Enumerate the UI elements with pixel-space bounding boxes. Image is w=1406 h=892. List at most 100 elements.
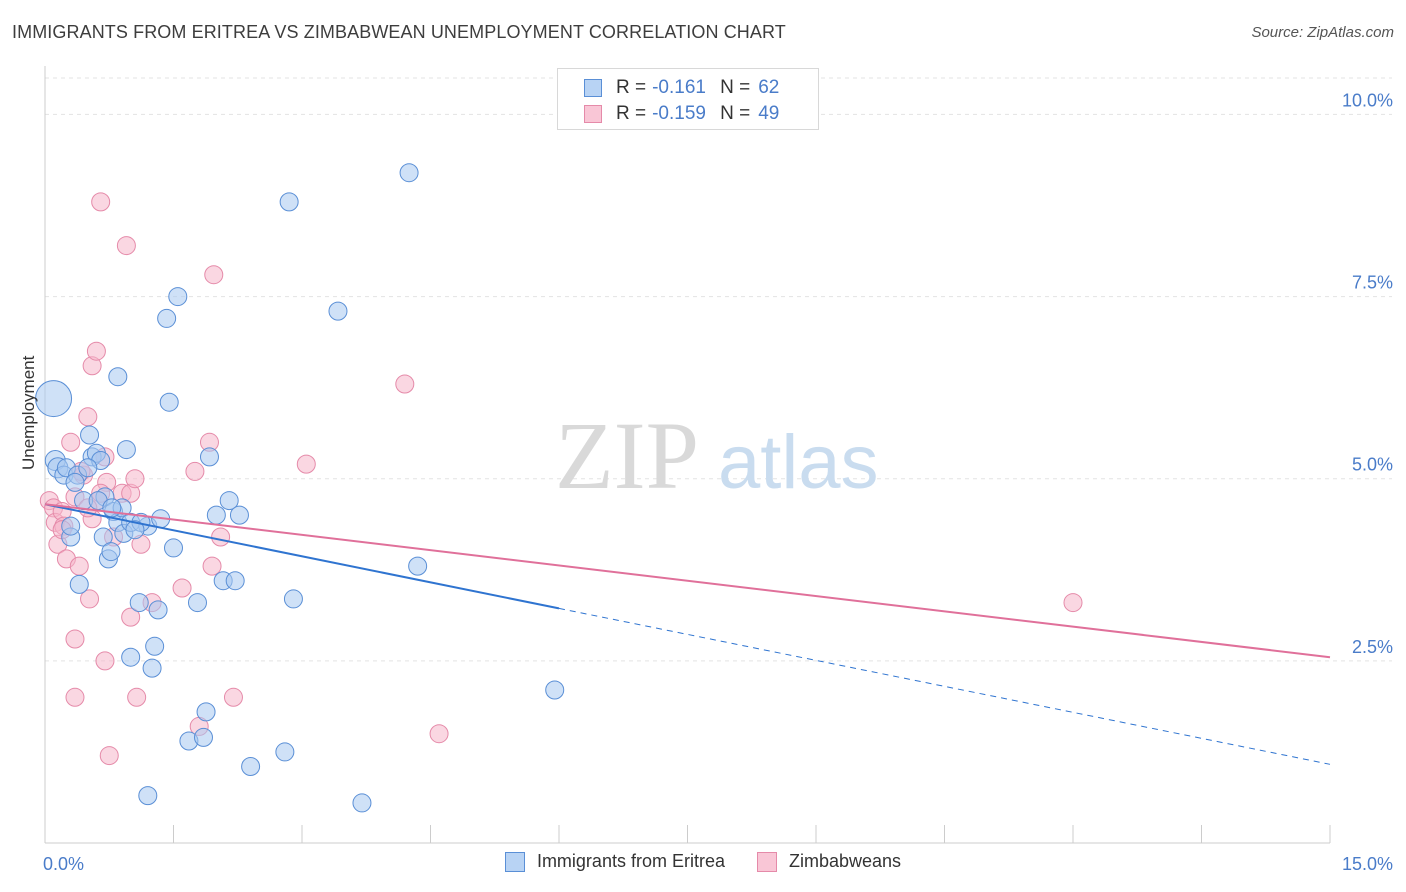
watermark-atlas: atlas — [718, 420, 879, 505]
legend-n-label: N = — [720, 77, 751, 98]
data-point-zimbabweans — [80, 589, 100, 609]
data-point-eritrea — [275, 742, 295, 762]
data-point-zimbabweans — [95, 651, 115, 671]
data-point-eritrea — [187, 593, 207, 613]
data-point-zimbabweans — [78, 407, 98, 427]
data-point-eritrea — [196, 702, 216, 722]
data-point-zimbabweans — [86, 341, 106, 361]
grid-lines — [45, 77, 1392, 662]
data-point-zimbabweans — [223, 687, 243, 707]
x-tick-label: 0.0% — [43, 854, 84, 874]
data-point-eritrea — [545, 680, 565, 700]
data-point-eritrea — [145, 636, 165, 656]
data-point-eritrea — [283, 589, 303, 609]
data-point-zimbabweans — [296, 454, 316, 474]
legend-r-label: R = — [616, 103, 647, 124]
data-point-zimbabweans — [202, 556, 222, 576]
data-point-eritrea — [279, 192, 299, 212]
data-point-eritrea — [101, 542, 121, 562]
data-point-zimbabweans — [91, 192, 111, 212]
data-point-eritrea — [157, 308, 177, 328]
legend-item-zimbabweans[interactable]: Zimbabweans — [756, 851, 902, 872]
trend-line-eritrea — [44, 503, 560, 610]
trend-line-zimbabweans — [44, 503, 1331, 659]
legend-r-value: -0.161 — [652, 77, 706, 98]
data-point-eritrea — [116, 440, 136, 460]
data-point-eritrea — [35, 380, 73, 418]
data-point-eritrea — [168, 287, 188, 307]
y-tick-label: 2.5% — [1352, 637, 1393, 657]
legend-row-eritrea: R = -0.161 N = 62 — [584, 76, 779, 100]
data-point-eritrea — [93, 527, 113, 547]
data-point-zimbabweans — [172, 578, 192, 598]
data-point-eritrea — [142, 658, 162, 678]
watermark: ZIP atlas — [555, 402, 879, 509]
data-point-eritrea — [80, 425, 100, 445]
data-point-zimbabweans — [211, 527, 231, 547]
data-point-zimbabweans — [429, 724, 449, 744]
data-point-zimbabweans — [395, 374, 415, 394]
data-point-zimbabweans — [116, 236, 136, 256]
data-point-eritrea — [69, 574, 89, 594]
correlation-legend: R = -0.161 N = 62 R = -0.159 N = 49 — [557, 68, 819, 130]
data-point-eritrea — [199, 447, 219, 467]
data-point-eritrea — [108, 367, 128, 387]
data-point-eritrea — [408, 556, 428, 576]
data-point-eritrea — [129, 593, 149, 613]
data-point-eritrea — [241, 757, 261, 776]
data-point-zimbabweans — [65, 629, 85, 649]
legend-r-value: -0.159 — [652, 103, 706, 124]
chart-title: IMMIGRANTS FROM ERITREA VS ZIMBABWEAN UN… — [12, 22, 786, 42]
data-point-eritrea — [352, 793, 372, 813]
series-eritrea-points — [35, 163, 565, 813]
data-point-eritrea — [219, 491, 239, 511]
data-point-eritrea — [328, 301, 348, 321]
data-point-eritrea — [225, 571, 245, 591]
data-point-zimbabweans — [69, 556, 89, 576]
data-point-zimbabweans — [127, 687, 147, 707]
legend-label-eritrea: Immigrants from Eritrea — [536, 851, 725, 871]
data-point-eritrea — [159, 392, 179, 412]
axes — [44, 66, 1331, 844]
y-axis-label: Unemployment — [19, 355, 38, 470]
watermark-zip: ZIP — [555, 402, 699, 509]
legend-swatch-blue — [584, 79, 602, 97]
x-tick-label: 15.0% — [1342, 854, 1393, 874]
data-point-eritrea — [164, 538, 183, 558]
legend-n-value: 62 — [758, 77, 780, 98]
y-tick-label: 5.0% — [1352, 455, 1393, 475]
data-point-eritrea — [148, 600, 168, 620]
data-point-eritrea — [65, 472, 85, 492]
data-point-eritrea — [121, 647, 141, 667]
y-tick-label: 7.5% — [1352, 273, 1393, 293]
data-point-eritrea — [61, 516, 81, 536]
data-point-eritrea — [125, 520, 145, 540]
legend-swatch-pink — [756, 851, 777, 872]
data-point-zimbabweans — [1063, 593, 1083, 613]
trend-line-eritrea-extension — [558, 607, 1331, 765]
y-tick-label: 10.0% — [1342, 90, 1393, 110]
legend-swatch-blue — [504, 851, 525, 872]
data-point-zimbabweans — [125, 469, 145, 489]
legend-n-label: N = — [720, 103, 751, 124]
data-point-zimbabweans — [61, 432, 81, 452]
legend-swatch-pink — [584, 105, 602, 123]
legend-row-zimbabweans: R = -0.159 N = 49 — [584, 102, 779, 126]
legend-item-eritrea[interactable]: Immigrants from Eritrea — [504, 851, 725, 872]
legend-r-label: R = — [616, 77, 647, 98]
legend-label-zimbabweans: Zimbabweans — [788, 851, 902, 871]
data-point-eritrea — [138, 786, 158, 806]
trend-lines — [44, 503, 1331, 765]
data-point-eritrea — [206, 505, 226, 525]
data-point-zimbabweans — [65, 687, 85, 707]
tick-labels: 2.5% 5.0% 7.5% 10.0% 0.0% 15.0% — [43, 90, 1393, 874]
data-point-eritrea — [78, 458, 98, 478]
source-label: Source: ZipAtlas.com — [1251, 24, 1394, 41]
data-point-eritrea — [399, 163, 419, 183]
data-point-zimbabweans — [185, 461, 205, 481]
data-point-eritrea — [229, 505, 249, 525]
series-legend: Immigrants from Eritrea Zimbabweans — [0, 851, 1406, 872]
data-point-eritrea — [193, 727, 213, 747]
data-point-eritrea — [102, 498, 122, 518]
